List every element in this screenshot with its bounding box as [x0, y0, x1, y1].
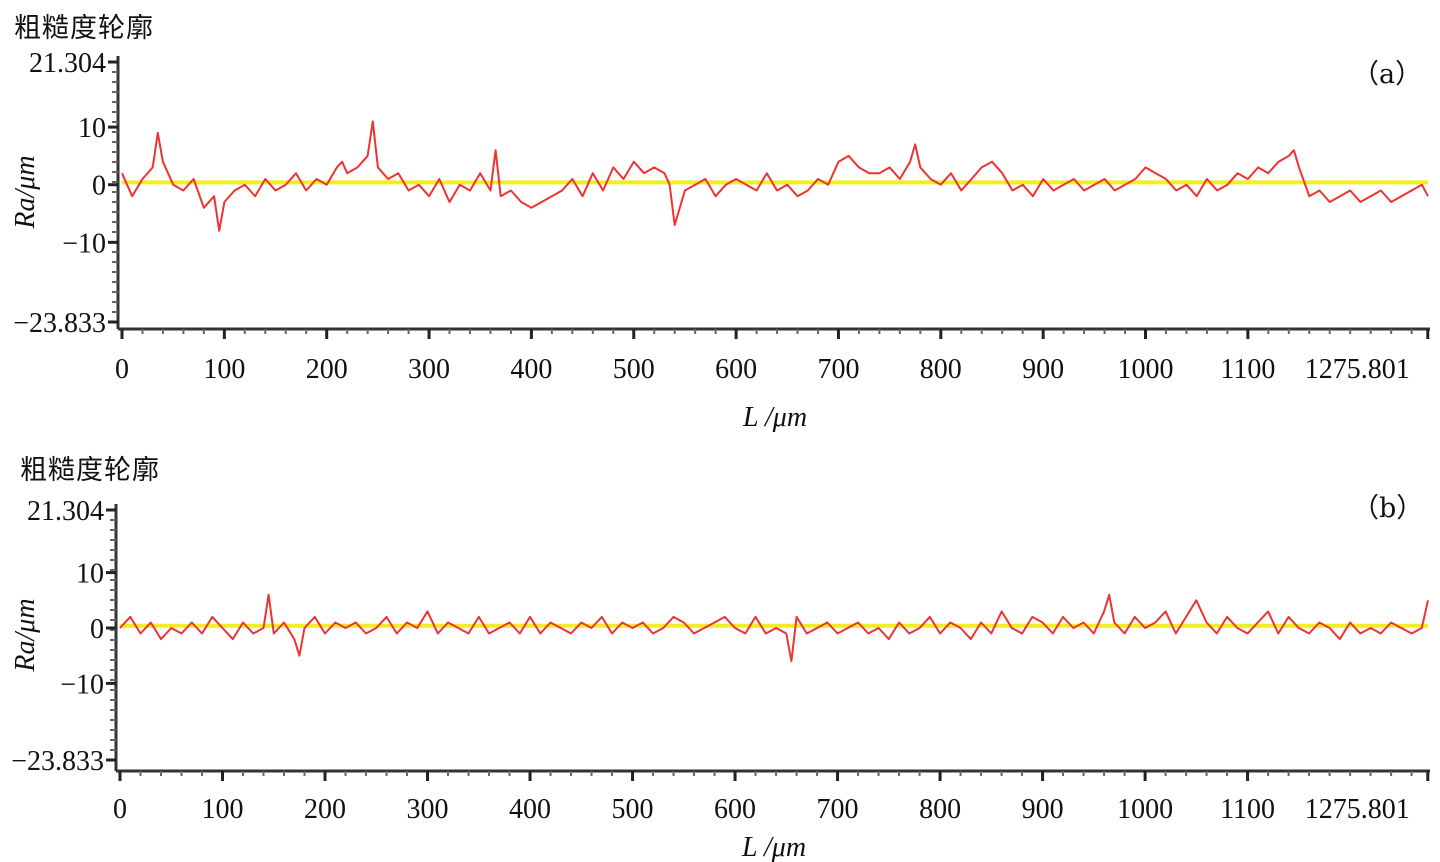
- y-axis-label: Ra/μm: [10, 598, 41, 672]
- y-tick-label: 0: [90, 614, 104, 645]
- chart-caption: 粗糙度轮廓: [20, 455, 160, 486]
- x-tick-label: 400: [510, 354, 552, 385]
- x-tick-label: 600: [714, 794, 756, 825]
- x-tick-label: 1000: [1118, 354, 1174, 385]
- x-tick-label: 1275.801: [1305, 794, 1410, 825]
- x-tick-label: 200: [306, 354, 348, 385]
- panel-label: （b）: [1352, 493, 1424, 524]
- y-tick-label: 21.304: [29, 48, 106, 79]
- y-tick-label: 0: [92, 171, 106, 202]
- chart-caption: 粗糙度轮廓: [14, 13, 154, 44]
- x-axis-label: L /μm: [742, 402, 807, 433]
- x-tick-label: 100: [202, 794, 244, 825]
- x-tick-label: 100: [203, 354, 245, 385]
- panel-label: （a）: [1352, 59, 1423, 90]
- y-tick-label: −23.833: [11, 746, 104, 777]
- x-tick-label: 1275.801: [1305, 354, 1410, 385]
- x-tick-label: 900: [1022, 794, 1064, 825]
- x-tick-label: 1100: [1220, 794, 1275, 825]
- roughness-profile-line: [119, 593, 1429, 663]
- y-tick-label: −23.833: [13, 308, 106, 339]
- x-tick-label: 200: [304, 794, 346, 825]
- x-axis: 0 100 200 300 400 500 600 700 800 900 1000 1100 1275…: [115, 327, 1430, 385]
- y-axis: 21.304 10 0 −10 −23.833: [11, 496, 118, 777]
- x-tick-label: 300: [407, 794, 449, 825]
- x-tick-label: 800: [919, 794, 961, 825]
- x-tick-label: 400: [509, 794, 551, 825]
- roughness-profile-line: [121, 120, 1429, 232]
- x-tick-label: 1100: [1220, 354, 1275, 385]
- x-tick-label: 700: [817, 794, 859, 825]
- x-tick-label: 300: [408, 354, 450, 385]
- chart-panel-a: 粗糙度轮廓 （a） 21.304 10 0 −10 −23.833 0 100 200 300 4…: [10, 13, 1430, 433]
- chart-panel-b: 粗糙度轮廓 （b） 21.304 10 0 −10 −23.833 0 100 200 300 4…: [0, 440, 1440, 862]
- x-tick-label: 800: [920, 354, 962, 385]
- x-tick-label: 600: [715, 354, 757, 385]
- x-tick-label: 700: [817, 354, 859, 385]
- y-tick-label: −10: [62, 228, 106, 259]
- x-axis-label: L /μm: [741, 832, 806, 862]
- y-axis: 21.304 10 0 −10 −23.833: [13, 48, 120, 339]
- y-tick-label: 21.304: [27, 496, 104, 527]
- y-tick-label: −10: [60, 669, 104, 700]
- x-tick-label: 500: [612, 794, 654, 825]
- x-axis: 0 100 200 300 400 500 600 700 800 900 1000 1100 1275…: [113, 769, 1430, 825]
- x-tick-label: 900: [1022, 354, 1064, 385]
- y-axis-label: Ra/μm: [10, 155, 41, 229]
- x-tick-label: 500: [613, 354, 655, 385]
- x-tick-label: 1000: [1117, 794, 1173, 825]
- y-tick-label: 10: [76, 559, 104, 590]
- x-tick-label: 0: [115, 354, 129, 385]
- y-tick-label: 10: [78, 113, 106, 144]
- x-tick-label: 0: [113, 794, 127, 825]
